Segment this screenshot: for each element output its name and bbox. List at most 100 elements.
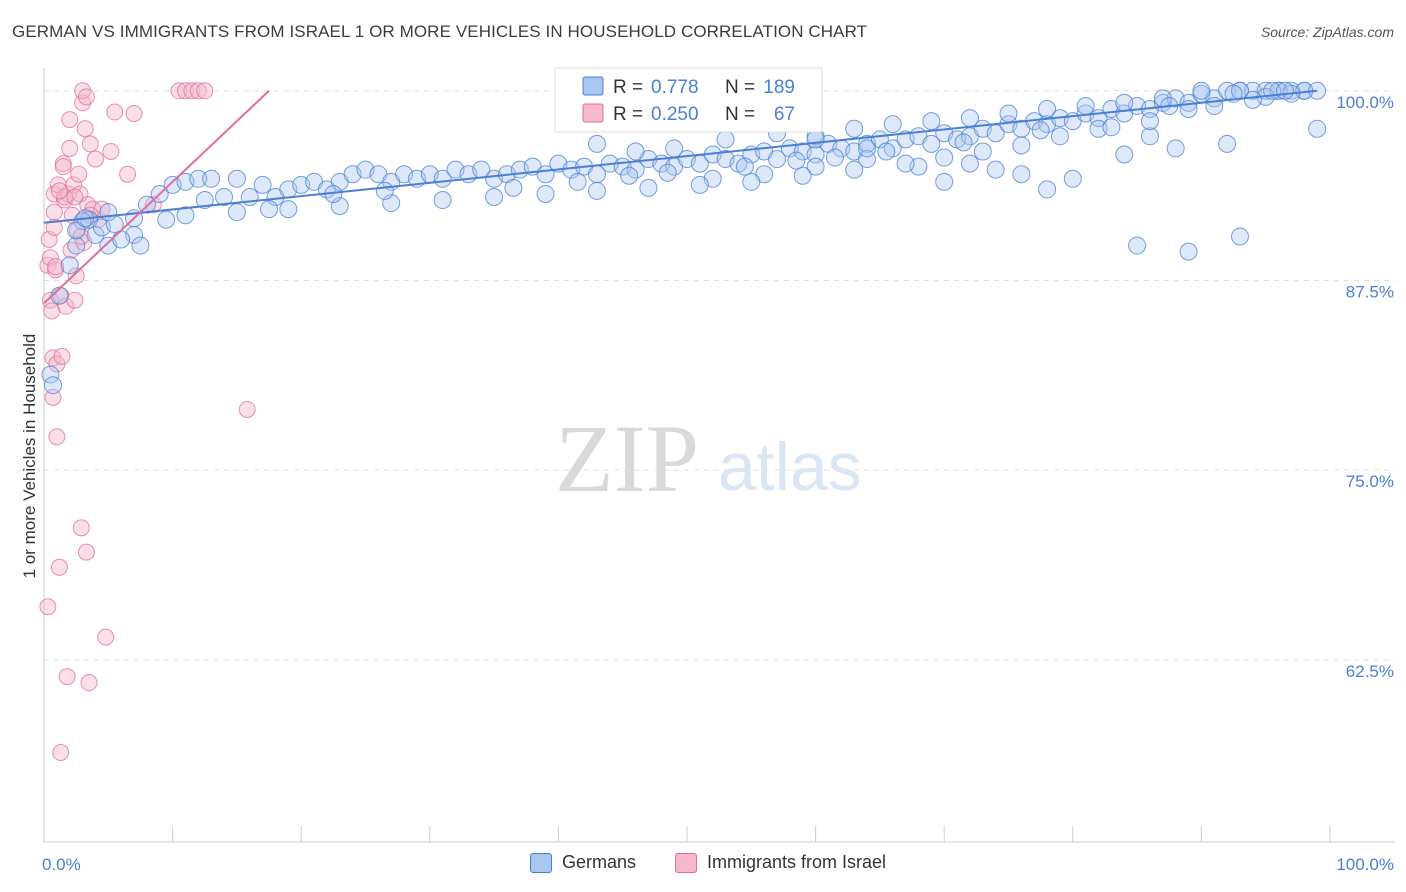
german-point-34[interactable] <box>433 169 452 188</box>
german-point-136[interactable] <box>986 160 1005 179</box>
german-point-138[interactable] <box>806 130 825 149</box>
german-point-171[interactable] <box>67 221 86 240</box>
german-point-149[interactable] <box>1102 118 1121 137</box>
german-point-181[interactable] <box>504 178 523 197</box>
german-point-133[interactable] <box>1179 242 1198 261</box>
israel-point-8[interactable] <box>45 185 63 203</box>
german-point-102[interactable] <box>1308 119 1327 138</box>
israel-point-21[interactable] <box>58 668 76 686</box>
israel-point-47[interactable] <box>119 165 137 183</box>
israel-point-32[interactable] <box>72 519 90 537</box>
israel-point-59[interactable] <box>54 158 72 176</box>
german-point-145[interactable] <box>1243 90 1262 109</box>
german-point-72[interactable] <box>922 134 941 153</box>
israel-point-26[interactable] <box>65 176 83 194</box>
german-point-190[interactable] <box>1031 121 1050 140</box>
israel-point-35[interactable] <box>76 120 94 138</box>
german-point-167[interactable] <box>227 203 246 222</box>
israel-point-41[interactable] <box>86 150 104 168</box>
israel-point-38[interactable] <box>80 674 98 692</box>
german-point-173[interactable] <box>99 203 118 222</box>
bottom-legend-germans[interactable]: Germans <box>530 852 636 873</box>
german-point-112[interactable] <box>960 109 979 128</box>
german-point-15[interactable] <box>189 169 208 188</box>
german-point-128[interactable] <box>1063 169 1082 188</box>
german-point-17[interactable] <box>215 188 234 206</box>
german-point-111[interactable] <box>922 112 941 131</box>
german-point-123[interactable] <box>806 157 825 176</box>
german-point-20[interactable] <box>253 175 272 194</box>
israel-point-23[interactable] <box>61 139 79 157</box>
german-point-175[interactable] <box>131 236 150 255</box>
israel-point-60[interactable] <box>45 218 63 236</box>
israel-point-36[interactable] <box>77 543 95 561</box>
german-point-177[interactable] <box>195 191 214 210</box>
israel-point-58[interactable] <box>61 111 79 129</box>
german-point-141[interactable] <box>1140 127 1159 146</box>
german-point-140[interactable] <box>1089 119 1108 138</box>
german-point-4[interactable] <box>67 236 86 255</box>
israel-point-20[interactable] <box>57 297 75 315</box>
israel-point-45[interactable] <box>102 142 120 160</box>
german-point-170[interactable] <box>73 212 92 231</box>
israel-point-50[interactable] <box>170 82 188 100</box>
german-point-115[interactable] <box>1076 96 1095 115</box>
german-point-105[interactable] <box>665 139 684 158</box>
israel-point-27[interactable] <box>66 291 84 309</box>
german-point-18[interactable] <box>227 169 246 188</box>
german-point-188[interactable] <box>877 142 896 161</box>
israel-point-63[interactable] <box>66 188 84 206</box>
israel-point-39[interactable] <box>81 135 99 153</box>
german-point-160[interactable] <box>587 181 606 200</box>
israel-point-49[interactable] <box>144 196 162 214</box>
israel-point-44[interactable] <box>97 628 115 646</box>
german-point-137[interactable] <box>1038 180 1057 199</box>
israel-point-64[interactable] <box>50 182 68 200</box>
german-point-183[interactable] <box>620 166 639 185</box>
german-point-110[interactable] <box>883 115 902 134</box>
german-point-155[interactable] <box>845 160 864 179</box>
german-point-154[interactable] <box>896 154 915 173</box>
german-point-159[interactable] <box>639 178 658 197</box>
german-point-187[interactable] <box>825 148 844 167</box>
german-point-174[interactable] <box>112 230 131 249</box>
israel-point-51[interactable] <box>176 82 194 100</box>
israel-point-52[interactable] <box>183 82 201 100</box>
israel-point-0[interactable] <box>39 598 57 616</box>
german-point-131[interactable] <box>1218 134 1237 153</box>
german-point-106[interactable] <box>716 130 735 149</box>
german-point-139[interactable] <box>858 139 877 158</box>
german-point-103[interactable] <box>587 134 606 153</box>
german-point-109[interactable] <box>845 119 864 138</box>
israel-point-61[interactable] <box>47 258 65 276</box>
german-point-126[interactable] <box>960 154 979 173</box>
german-point-130[interactable] <box>1166 139 1185 158</box>
israel-point-7[interactable] <box>44 388 62 406</box>
german-point-135[interactable] <box>935 172 954 191</box>
bottom-legend-israel[interactable]: Immigrants from Israel <box>675 852 886 873</box>
german-point-176[interactable] <box>157 210 176 229</box>
german-point-161[interactable] <box>536 184 555 203</box>
israel-point-9[interactable] <box>45 203 63 221</box>
german-point-134[interactable] <box>1230 227 1249 246</box>
german-point-182[interactable] <box>568 172 587 191</box>
german-point-127[interactable] <box>1012 165 1031 184</box>
israel-point-12[interactable] <box>48 428 66 446</box>
german-point-132[interactable] <box>1128 236 1147 255</box>
israel-point-53[interactable] <box>189 82 207 100</box>
israel-point-66[interactable] <box>72 227 90 245</box>
israel-point-30[interactable] <box>70 165 88 183</box>
german-point-158[interactable] <box>690 175 709 194</box>
german-point-162[interactable] <box>485 188 504 206</box>
german-point-113[interactable] <box>999 104 1018 123</box>
german-point-180[interactable] <box>375 181 394 200</box>
german-point-163[interactable] <box>433 191 452 210</box>
israel-point-55[interactable] <box>238 400 256 418</box>
german-point-6[interactable] <box>86 225 105 244</box>
israel-point-28[interactable] <box>67 267 85 285</box>
german-point-60[interactable] <box>768 150 787 169</box>
german-point-3[interactable] <box>60 256 79 275</box>
german-point-152[interactable] <box>973 142 992 161</box>
german-point-1[interactable] <box>44 376 63 395</box>
german-point-168[interactable] <box>176 206 195 225</box>
